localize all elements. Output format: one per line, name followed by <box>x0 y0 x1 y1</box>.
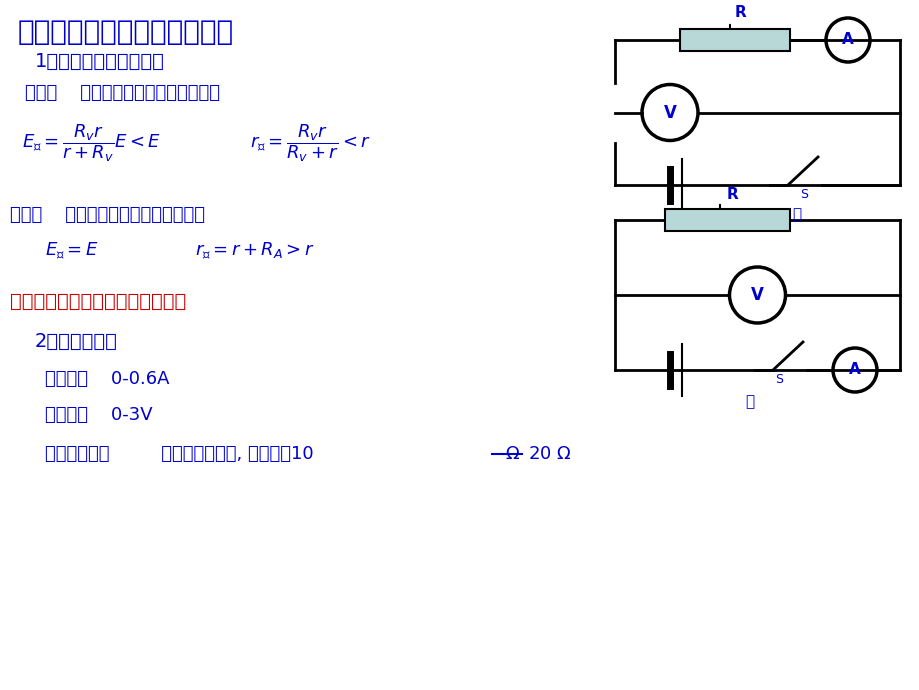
Text: 滑动变阻器：         选用阻值较小的, 最大阻值10: 滑动变阻器： 选用阻值较小的, 最大阻值10 <box>45 445 313 463</box>
Text: 实验时采用甲图所示电路误差较小: 实验时采用甲图所示电路误差较小 <box>10 292 186 311</box>
Text: 甲: 甲 <box>791 207 800 222</box>
Text: 安培表：    0-0.6A: 安培表： 0-0.6A <box>45 370 169 388</box>
Text: 20 $\Omega$: 20 $\Omega$ <box>528 445 571 463</box>
Bar <box>679 29 789 51</box>
Text: $E_{测}=\dfrac{R_v r}{r+R_v}E<E$: $E_{测}=\dfrac{R_v r}{r+R_v}E<E$ <box>22 122 161 164</box>
Text: A: A <box>841 32 853 48</box>
Text: 伏特表：    0-3V: 伏特表： 0-3V <box>45 406 153 424</box>
Text: 甲图：    误差来源于电压表的分流作用: 甲图： 误差来源于电压表的分流作用 <box>25 84 220 102</box>
Text: S: S <box>774 373 782 386</box>
Text: R: R <box>734 5 746 20</box>
Text: 二、伏安法电路和器材的选择: 二、伏安法电路和器材的选择 <box>18 18 233 46</box>
Text: R: R <box>726 187 738 202</box>
Text: 1、电路选择及误差分析: 1、电路选择及误差分析 <box>35 52 165 71</box>
Text: 乙图：    误差来源于电流表的分压作用: 乙图： 误差来源于电流表的分压作用 <box>10 206 205 224</box>
Text: V: V <box>663 104 675 121</box>
Bar <box>664 209 789 231</box>
Text: A: A <box>848 362 860 377</box>
Text: $r_{测}=r+R_A>r$: $r_{测}=r+R_A>r$ <box>195 240 314 261</box>
Text: 2、仪器选择：: 2、仪器选择： <box>35 332 118 351</box>
Text: $E_{测}=E$: $E_{测}=E$ <box>45 240 98 261</box>
Text: S: S <box>800 188 807 201</box>
Text: 乙: 乙 <box>744 394 754 409</box>
Text: $\Omega$: $\Omega$ <box>505 445 519 463</box>
Text: $r_{测}=\dfrac{R_v r}{R_v+r}<r$: $r_{测}=\dfrac{R_v r}{R_v+r}<r$ <box>250 122 370 164</box>
Text: V: V <box>750 286 763 304</box>
